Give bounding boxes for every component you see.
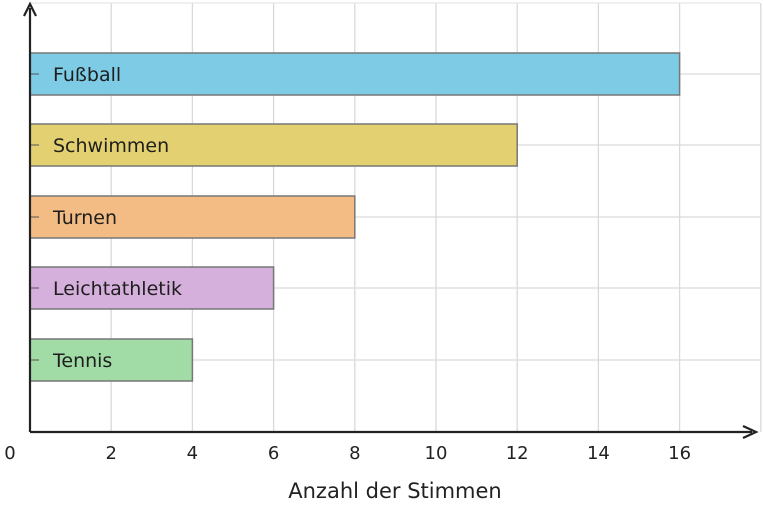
x-tick-label: 10 <box>425 443 448 464</box>
x-tick-label: 6 <box>268 443 279 464</box>
bar-label: Schwimmen <box>53 135 169 157</box>
x-tick-label: 0 <box>4 443 15 464</box>
bar-label: Leichtathletik <box>53 278 182 300</box>
bar <box>29 123 518 167</box>
bar-label: Turnen <box>52 207 117 229</box>
x-axis-title: Anzahl der Stimmen <box>288 479 502 503</box>
bar-label: Tennis <box>52 350 112 372</box>
x-tick-label: 14 <box>587 443 610 464</box>
x-tick-label: 2 <box>105 443 116 464</box>
y-axis-arrow <box>23 1 37 17</box>
x-tick-label: 8 <box>349 443 360 464</box>
bar <box>29 338 194 382</box>
bar <box>29 52 681 96</box>
x-tick-label: 16 <box>668 443 691 464</box>
x-axis-arrow <box>742 425 759 439</box>
x-tick-labels: 0 2 4 6 8 10 12 14 16 <box>4 443 691 464</box>
x-tick-label: 12 <box>506 443 529 464</box>
bar-label: Fußball <box>53 64 121 86</box>
bar <box>29 266 275 310</box>
axes <box>23 1 759 439</box>
x-tick-label: 4 <box>187 443 198 464</box>
bar <box>29 195 356 239</box>
bars: Fußball Schwimmen Turnen Leichtathletik Tenn… <box>29 52 681 382</box>
